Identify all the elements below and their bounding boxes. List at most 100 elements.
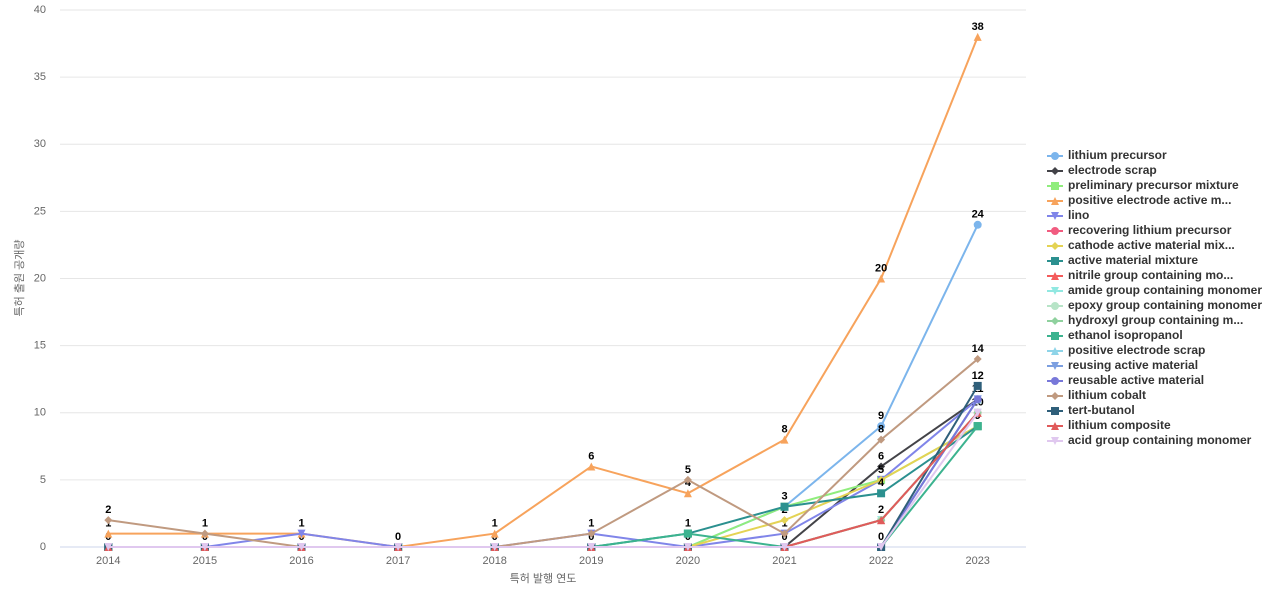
data-label: 3 <box>781 491 787 503</box>
x-tick-label: 2021 <box>772 555 796 567</box>
marker <box>1051 242 1059 250</box>
marker <box>973 422 982 431</box>
marker <box>877 462 886 471</box>
data-label: 2 <box>105 504 111 516</box>
marker <box>877 274 886 283</box>
marker <box>104 516 113 525</box>
marker <box>973 408 982 417</box>
legend-label: electrode scrap <box>1068 163 1157 177</box>
marker <box>683 543 692 551</box>
data-label: 5 <box>685 464 691 476</box>
x-tick-label: 2018 <box>482 555 506 567</box>
marker <box>877 475 886 484</box>
data-label: 6 <box>878 450 884 462</box>
marker <box>877 516 886 525</box>
marker <box>877 543 886 551</box>
marker <box>780 435 789 444</box>
data-label: 2 <box>878 504 884 516</box>
marker <box>973 32 982 41</box>
data-label: 1 <box>202 517 208 529</box>
marker <box>1051 212 1059 220</box>
marker <box>780 529 789 538</box>
y-tick-label: 0 <box>40 541 46 553</box>
data-label: 14 <box>972 343 985 355</box>
legend-label: reusing active material <box>1068 358 1198 372</box>
data-label: 1 <box>588 517 594 529</box>
x-tick-label: 2022 <box>869 555 893 567</box>
x-tick-label: 2023 <box>965 555 989 567</box>
legend-label: lithium cobalt <box>1068 388 1146 402</box>
marker <box>1051 347 1059 355</box>
marker <box>780 516 789 525</box>
y-tick-label: 35 <box>34 71 46 83</box>
marker <box>587 462 596 471</box>
marker <box>1051 227 1059 235</box>
x-tick-label: 2014 <box>96 555 120 567</box>
marker <box>780 543 789 551</box>
marker <box>1051 332 1059 340</box>
x-tick-label: 2016 <box>289 555 313 567</box>
data-label: 38 <box>972 21 984 33</box>
marker <box>104 543 113 551</box>
series-line <box>108 385 979 548</box>
series-line <box>108 358 979 548</box>
data-label: 6 <box>588 450 594 462</box>
marker <box>200 529 209 538</box>
marker <box>973 355 982 364</box>
y-tick-label: 25 <box>34 205 46 217</box>
x-tick-label: 2017 <box>386 555 410 567</box>
data-label: 1 <box>685 517 691 529</box>
marker <box>1051 257 1059 265</box>
data-label: 20 <box>875 262 887 274</box>
marker <box>1051 392 1059 400</box>
legend-label: hydroxyl group containing m... <box>1068 313 1243 327</box>
legend-label: amide group containing monomer <box>1068 283 1262 297</box>
data-label: 4 <box>878 477 885 489</box>
y-tick-label: 30 <box>34 138 46 150</box>
y-axis-title: 특허 출원 공개량 <box>13 240 26 317</box>
series-line <box>108 412 979 548</box>
marker <box>1051 152 1059 160</box>
marker <box>1051 167 1059 175</box>
legend-label: reusable active material <box>1068 373 1204 387</box>
marker <box>1051 437 1059 445</box>
legend-label: ethanol isopropanol <box>1068 328 1183 342</box>
marker <box>780 502 789 511</box>
data-label: 8 <box>781 424 787 436</box>
marker <box>200 543 209 551</box>
marker <box>1051 302 1059 310</box>
marker <box>1051 197 1059 205</box>
marker <box>877 489 886 498</box>
marker <box>973 395 982 404</box>
legend-label: active material mixture <box>1068 253 1198 267</box>
marker <box>297 529 306 538</box>
legend-label: lithium composite <box>1068 418 1171 432</box>
data-label: 9 <box>878 410 884 422</box>
marker <box>683 489 692 498</box>
data-label: 8 <box>878 424 884 436</box>
y-tick-label: 15 <box>34 340 46 352</box>
marker <box>1051 272 1059 280</box>
marker <box>1051 377 1059 385</box>
marker <box>1051 287 1059 295</box>
x-tick-label: 2019 <box>579 555 603 567</box>
marker <box>683 475 692 484</box>
legend-label: acid group containing monomer <box>1068 433 1252 447</box>
marker <box>490 543 499 551</box>
marker <box>1051 317 1059 325</box>
legend-label: cathode active material mix... <box>1068 238 1235 252</box>
y-tick-label: 5 <box>40 474 46 486</box>
marker <box>973 381 982 390</box>
marker <box>297 543 306 551</box>
marker <box>877 422 886 431</box>
marker <box>104 529 113 538</box>
data-label: 12 <box>972 370 984 382</box>
y-tick-label: 20 <box>34 272 46 284</box>
marker <box>1051 422 1059 430</box>
marker <box>1051 407 1059 415</box>
marker <box>587 529 596 538</box>
legend-label: lithium precursor <box>1068 148 1167 162</box>
legend-label: positive electrode scrap <box>1068 343 1205 357</box>
legend-label: epoxy group containing monomer <box>1068 298 1262 312</box>
